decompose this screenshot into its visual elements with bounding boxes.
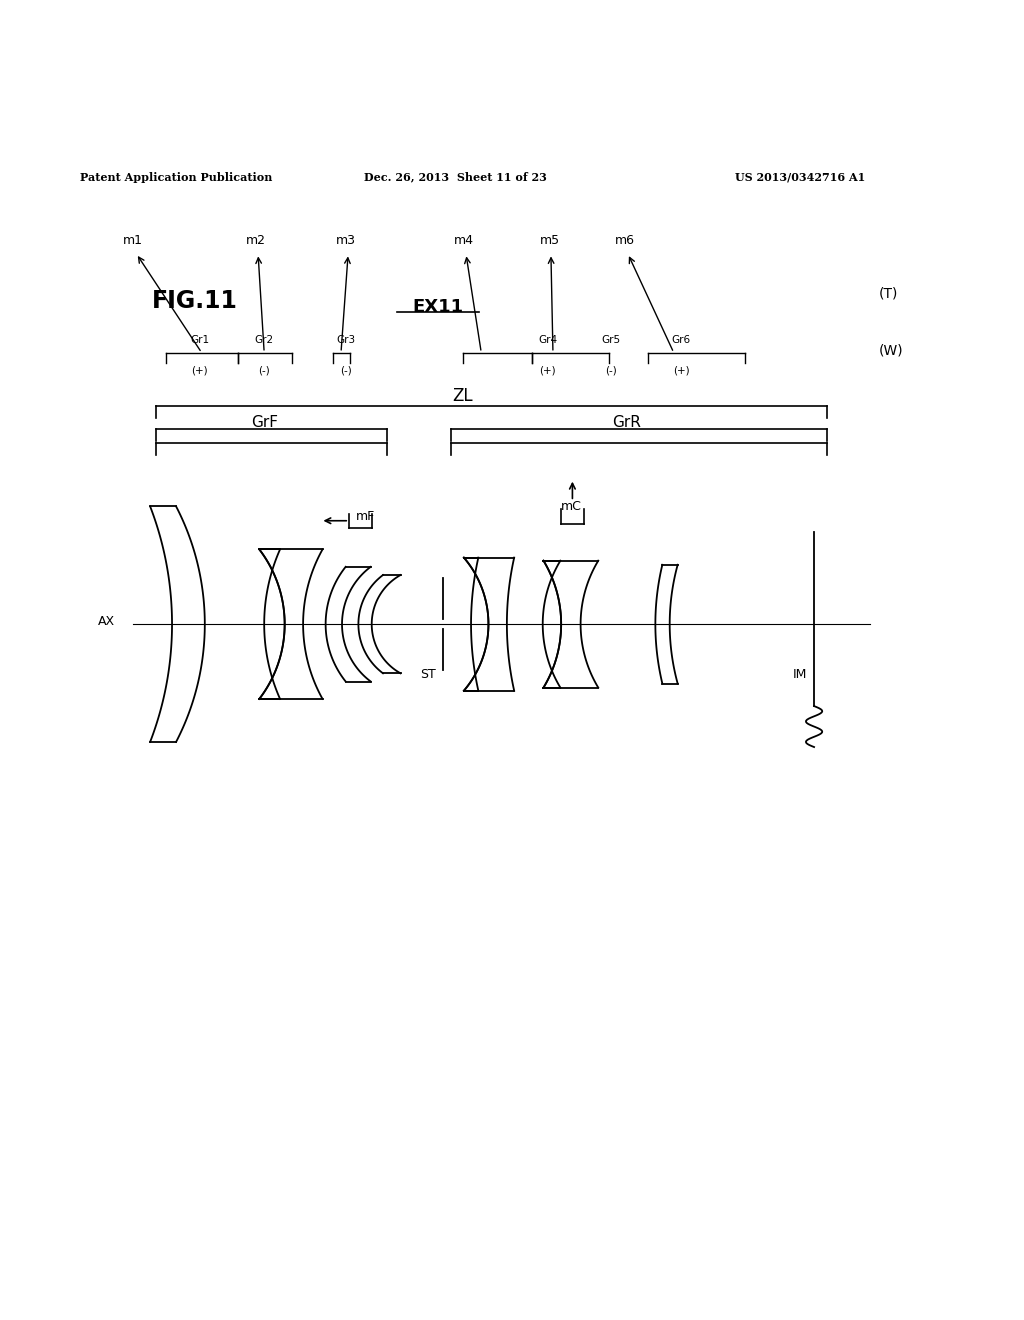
- Text: m2: m2: [246, 234, 266, 247]
- Text: Gr4: Gr4: [539, 334, 557, 345]
- Text: ST: ST: [421, 668, 436, 681]
- Text: EX11: EX11: [413, 297, 464, 315]
- Text: mF: mF: [356, 510, 376, 523]
- Text: Gr6: Gr6: [672, 334, 690, 345]
- Text: Gr5: Gr5: [602, 334, 621, 345]
- Text: m5: m5: [540, 234, 560, 247]
- Text: Gr1: Gr1: [190, 334, 209, 345]
- Text: (-): (-): [340, 366, 352, 375]
- Text: Dec. 26, 2013  Sheet 11 of 23: Dec. 26, 2013 Sheet 11 of 23: [364, 172, 547, 182]
- Text: m3: m3: [336, 234, 356, 247]
- Text: (+): (+): [191, 366, 208, 375]
- Text: GrR: GrR: [612, 414, 641, 430]
- Text: mC: mC: [561, 500, 582, 513]
- Text: Gr2: Gr2: [255, 334, 273, 345]
- Text: AX: AX: [98, 615, 115, 627]
- Text: (+): (+): [540, 366, 556, 375]
- Text: (-): (-): [605, 366, 617, 375]
- Text: (-): (-): [258, 366, 270, 375]
- Text: m1: m1: [123, 234, 143, 247]
- Text: US 2013/0342716 A1: US 2013/0342716 A1: [735, 172, 865, 182]
- Text: Patent Application Publication: Patent Application Publication: [80, 172, 272, 182]
- Text: m6: m6: [614, 234, 635, 247]
- Text: GrF: GrF: [251, 414, 278, 430]
- Text: (W): (W): [879, 343, 903, 358]
- Text: ZL: ZL: [453, 387, 473, 405]
- Text: IM: IM: [793, 668, 807, 681]
- Text: Gr3: Gr3: [337, 334, 355, 345]
- Text: (T): (T): [879, 286, 898, 301]
- Text: m4: m4: [454, 234, 474, 247]
- Text: (+): (+): [673, 366, 689, 375]
- Text: FIG.11: FIG.11: [152, 289, 238, 313]
